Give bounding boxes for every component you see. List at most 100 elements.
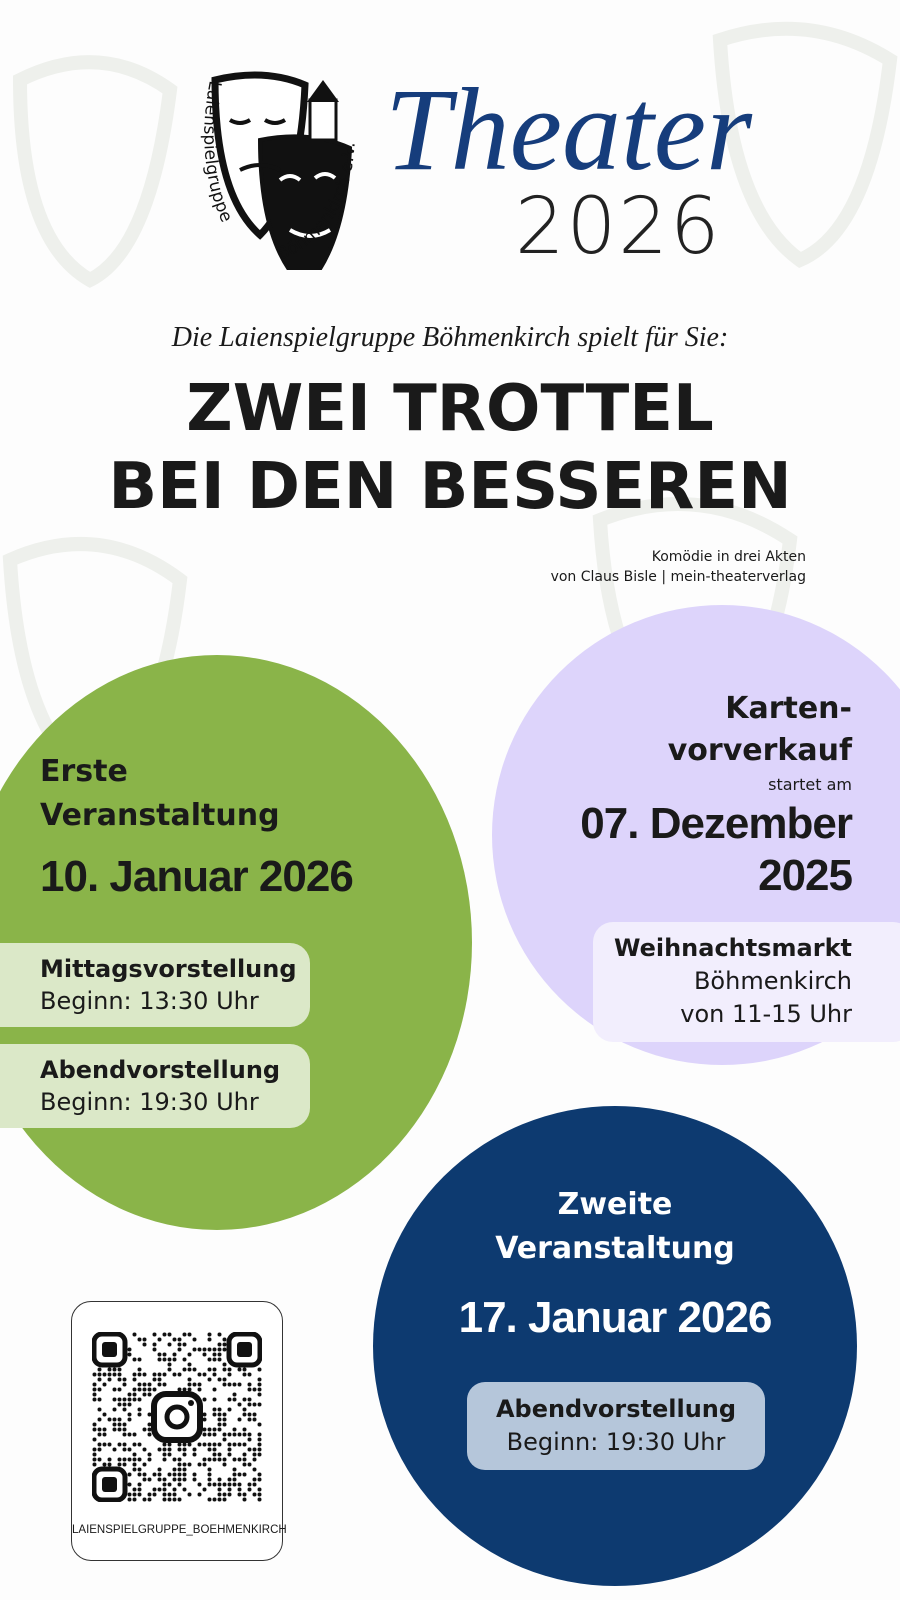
qr-module	[197, 1492, 202, 1497]
qr-module	[247, 1417, 252, 1422]
qr-module	[122, 1397, 127, 1402]
qr-module	[182, 1467, 187, 1472]
qr-module	[102, 1462, 107, 1467]
qr-module	[242, 1492, 247, 1497]
qr-module	[207, 1467, 212, 1472]
qr-module	[257, 1447, 262, 1452]
qr-module	[207, 1447, 212, 1452]
qr-module	[132, 1377, 137, 1382]
qr-module	[202, 1487, 207, 1492]
qr-module	[122, 1447, 127, 1452]
qr-module	[162, 1457, 167, 1462]
qr-module	[137, 1492, 142, 1497]
qr-module	[117, 1442, 122, 1447]
qr-module	[157, 1447, 162, 1452]
qr-module	[222, 1432, 227, 1437]
qr-module	[137, 1412, 142, 1417]
qr-module	[212, 1397, 217, 1402]
qr-module	[257, 1492, 262, 1497]
qr-module	[157, 1467, 162, 1472]
qr-module	[182, 1452, 187, 1457]
qr-module	[147, 1452, 152, 1457]
qr-module	[237, 1472, 242, 1477]
qr-module	[217, 1477, 222, 1482]
qr-module	[197, 1462, 202, 1467]
qr-module	[232, 1467, 237, 1472]
qr-module	[257, 1487, 262, 1492]
qr-module	[107, 1372, 112, 1377]
qr-module	[127, 1482, 132, 1487]
qr-module	[92, 1422, 97, 1427]
qr-module	[164, 1404, 190, 1430]
qr-module	[222, 1462, 227, 1467]
qr-module	[137, 1487, 142, 1492]
qr-module	[97, 1367, 102, 1372]
qr-module	[227, 1367, 232, 1372]
qr-module	[242, 1407, 247, 1412]
qr-module	[212, 1457, 217, 1462]
intro: Die Laienspielgruppe Böhmenkirch spielt …	[171, 322, 729, 353]
qr-module	[232, 1382, 237, 1387]
qr-module	[212, 1352, 217, 1357]
qr-module	[132, 1462, 137, 1467]
qr-module	[137, 1337, 142, 1342]
qr-module	[212, 1357, 217, 1362]
qr-module	[237, 1442, 242, 1447]
qr-module	[162, 1482, 167, 1487]
qr-module	[157, 1382, 162, 1387]
qr-module	[132, 1372, 137, 1377]
qr-module	[188, 1400, 194, 1406]
qr-module	[122, 1457, 127, 1462]
qr-module	[237, 1402, 242, 1407]
second-event-heading: Veranstaltung	[495, 1231, 735, 1266]
qr-module	[172, 1472, 177, 1477]
qr-module	[172, 1492, 177, 1497]
qr-module	[217, 1347, 222, 1352]
qr-module	[92, 1427, 97, 1432]
qr-module	[202, 1432, 207, 1437]
qr-module	[257, 1497, 262, 1502]
qr-module	[167, 1447, 172, 1452]
qr-module	[127, 1447, 132, 1452]
qr-module	[252, 1402, 257, 1407]
qr-module	[192, 1347, 197, 1352]
play-title-line: BEI DEN BESSEREN	[108, 450, 792, 524]
qr-module	[132, 1397, 137, 1402]
qr-module	[257, 1377, 262, 1382]
qr-module	[242, 1397, 247, 1402]
qr-module	[172, 1337, 177, 1342]
qr-module	[112, 1422, 117, 1427]
qr-module	[92, 1452, 97, 1457]
qr-module	[202, 1397, 207, 1402]
qr-module	[222, 1457, 227, 1462]
qr-module	[177, 1462, 182, 1467]
qr-module	[217, 1342, 222, 1347]
qr-module	[247, 1447, 252, 1452]
qr-module	[102, 1427, 107, 1432]
qr-module	[127, 1472, 132, 1477]
show-name: Mittagsvorstellung	[40, 955, 297, 983]
qr-module	[137, 1357, 142, 1362]
qr-module	[97, 1447, 102, 1452]
qr-module	[207, 1457, 212, 1462]
qr-module	[217, 1492, 222, 1497]
qr-module	[192, 1452, 197, 1457]
qr-module	[217, 1482, 222, 1487]
qr-module	[137, 1467, 142, 1472]
qr-module	[97, 1427, 102, 1432]
presale-date: 07. Dezember	[580, 799, 853, 848]
qr-module	[222, 1382, 227, 1387]
qr-module	[167, 1452, 172, 1457]
qr-module	[152, 1342, 157, 1347]
qr-module	[242, 1372, 247, 1377]
qr-module	[142, 1342, 147, 1347]
qr-module	[207, 1432, 212, 1437]
qr-module	[162, 1492, 167, 1497]
qr-module	[207, 1337, 212, 1342]
qr-module	[207, 1377, 212, 1382]
qr-module	[187, 1492, 192, 1497]
qr-module	[242, 1432, 247, 1437]
qr-module	[142, 1462, 147, 1467]
first-event-heading: Erste	[40, 754, 128, 789]
